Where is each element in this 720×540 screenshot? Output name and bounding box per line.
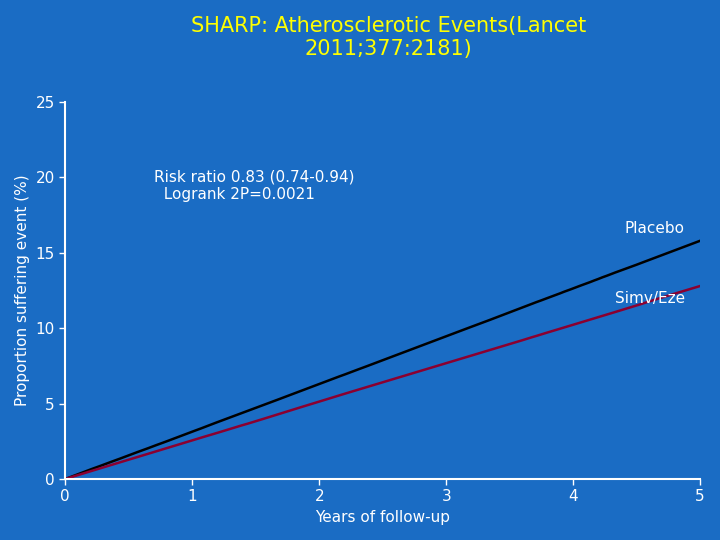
Text: Simv/Eze: Simv/Eze <box>615 291 685 306</box>
Text: Placebo: Placebo <box>625 221 685 236</box>
X-axis label: Years of follow-up: Years of follow-up <box>315 510 450 525</box>
Text: SHARP: Atherosclerotic Events(Lancet
2011;377:2181): SHARP: Atherosclerotic Events(Lancet 201… <box>192 16 586 59</box>
Text: Risk ratio 0.83 (0.74-0.94)
  Logrank 2P=0.0021: Risk ratio 0.83 (0.74-0.94) Logrank 2P=0… <box>154 170 355 202</box>
Y-axis label: Proportion suffering event (%): Proportion suffering event (%) <box>15 175 30 406</box>
